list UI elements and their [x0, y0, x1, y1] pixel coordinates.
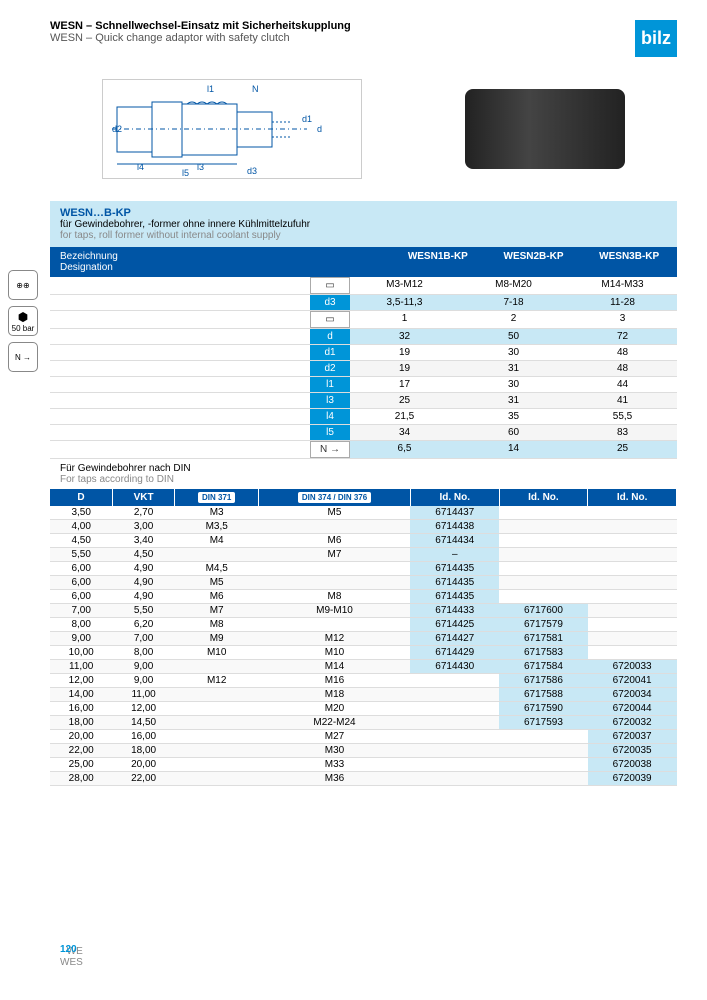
- table-row: 11,009,00M14671443067175846720033: [50, 660, 677, 674]
- svg-text:N: N: [252, 84, 259, 94]
- col-header: Id. No.: [588, 489, 677, 506]
- table-row: 22,0018,00M306720035: [50, 744, 677, 758]
- side-icon-bar: ⊕⊕ ⬢50 bar N →: [8, 270, 38, 372]
- table-row: 8,006,20M867144256717579: [50, 618, 677, 632]
- technical-drawing: d2 d1 d l1 N l4 l3 d3 l5: [102, 79, 362, 179]
- logo: bilz: [635, 20, 677, 57]
- info-en: for taps, roll former without internal c…: [60, 230, 667, 241]
- table-row: 20,0016,00M276720037: [50, 730, 677, 744]
- table-row: 18,0014,50M22-M2467175936720032: [50, 716, 677, 730]
- col-header: D: [50, 489, 112, 506]
- table-row: 4,003,00M3,56714438: [50, 520, 677, 534]
- data-table: DVKTDIN 371DIN 374 / DIN 376Id. No.Id. N…: [50, 489, 677, 786]
- svg-text:l1: l1: [207, 84, 214, 94]
- diagram-row: d2 d1 d l1 N l4 l3 d3 l5: [50, 69, 677, 189]
- table-row: 16,0012,00M2067175906720044: [50, 702, 677, 716]
- table-row: 6,004,90M56714435: [50, 576, 677, 590]
- table-row: 10,008,00M10M1067144296717583: [50, 646, 677, 660]
- page-number: 120: [60, 944, 687, 955]
- table-row: 9,007,00M9M1267144276717581: [50, 632, 677, 646]
- table-row: 5,504,50M7–: [50, 548, 677, 562]
- svg-text:d1: d1: [302, 114, 312, 124]
- table-row: 14,0011,00M1867175886720034: [50, 688, 677, 702]
- icon-torque: N →: [8, 342, 38, 372]
- spec-row: ▭123: [50, 311, 677, 329]
- spec-row: l1173044: [50, 377, 677, 393]
- svg-text:d2: d2: [112, 124, 122, 134]
- spec-row: d1193048: [50, 345, 677, 361]
- tap-note-en: For taps according to DIN: [60, 474, 667, 485]
- footer-code-2: WES: [60, 957, 83, 968]
- svg-text:l5: l5: [182, 168, 189, 177]
- icon-pressure: ⬢50 bar: [8, 306, 38, 336]
- spec-row: d33,5-11,37-1811-28: [50, 295, 677, 311]
- svg-text:d: d: [317, 124, 322, 134]
- table-row: 25,0020,00M336720038: [50, 758, 677, 772]
- col-3: WESN3B-KP: [581, 247, 677, 277]
- table-row: 3,502,70M3M56714437: [50, 506, 677, 520]
- spec-table: ▭M3-M12M8-M20M14-M33d33,5-11,37-1811-28▭…: [50, 277, 677, 459]
- col-header: DIN 374 / DIN 376: [259, 489, 411, 506]
- tap-note-de: Für Gewindebohrer nach DIN: [60, 463, 667, 474]
- svg-text:d3: d3: [247, 166, 257, 176]
- title-en: WESN – Quick change adaptor with safety …: [50, 32, 351, 44]
- tap-note: Für Gewindebohrer nach DIN For taps acco…: [50, 459, 677, 489]
- col-header: Id. No.: [410, 489, 499, 506]
- product-photo: [465, 89, 625, 169]
- table-row: 28,0022,00M366720039: [50, 772, 677, 786]
- col-header: DIN 371: [175, 489, 259, 506]
- col-2: WESN2B-KP: [486, 247, 582, 277]
- spec-row: l421,53555,5: [50, 409, 677, 425]
- title-de: WESN – Schnellwechsel-Einsatz mit Sicher…: [50, 20, 351, 32]
- spec-row: l3253141: [50, 393, 677, 409]
- spec-header: Bezeichnung Designation WESN1B-KP WESN2B…: [50, 247, 677, 277]
- table-row: 6,004,90M4,56714435: [50, 562, 677, 576]
- page-header: WESN – Schnellwechsel-Einsatz mit Sicher…: [50, 20, 677, 57]
- icon-coupling: ⊕⊕: [8, 270, 38, 300]
- info-box: WESN…B-KP für Gewindebohrer, -former ohn…: [50, 201, 677, 247]
- table-row: 12,009,00M12M1667175866720041: [50, 674, 677, 688]
- spec-row: ▭M3-M12M8-M20M14-M33: [50, 277, 677, 295]
- designation-de: Bezeichnung: [60, 251, 380, 262]
- col-header: Id. No.: [499, 489, 588, 506]
- spec-row: d325072: [50, 329, 677, 345]
- info-de: für Gewindebohrer, -former ohne innere K…: [60, 219, 667, 230]
- spec-row: l5346083: [50, 425, 677, 441]
- spec-row: d2193148: [50, 361, 677, 377]
- designation-en: Designation: [60, 262, 380, 273]
- spec-row: N →6,51425: [50, 441, 677, 459]
- info-title: WESN…B-KP: [60, 207, 667, 219]
- table-row: 4,503,40M4M66714434: [50, 534, 677, 548]
- col-1: WESN1B-KP: [390, 247, 486, 277]
- col-header: VKT: [112, 489, 174, 506]
- table-row: 6,004,90M6M86714435: [50, 590, 677, 604]
- table-row: 7,005,50M7M9-M1067144336717600: [50, 604, 677, 618]
